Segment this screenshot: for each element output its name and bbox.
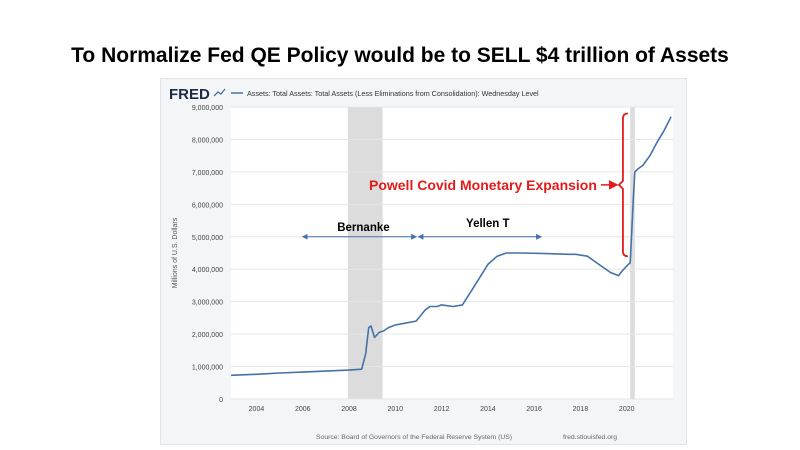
y-tick-label: 8,000,000	[192, 137, 223, 144]
y-tick-label: 4,000,000	[192, 267, 223, 274]
y-tick-label: 6,000,000	[192, 202, 223, 209]
x-tick-label: 2014	[480, 406, 496, 413]
y-tick-label: 9,000,000	[192, 105, 223, 112]
powell-label: Powell Covid Monetary Expansion	[369, 177, 597, 193]
y-tick-label: 3,000,000	[192, 300, 223, 307]
slide-title: To Normalize Fed QE Policy would be to S…	[71, 44, 729, 67]
recession-band-1	[347, 107, 383, 399]
y-tick-label: 1,000,000	[192, 365, 223, 372]
source-note: Source: Board of Governors of the Federa…	[316, 434, 512, 441]
plot-area	[231, 107, 673, 399]
x-tick-label: 2012	[434, 406, 450, 413]
y-axis-label: Millions of U.S. Dollars	[172, 217, 179, 288]
y-tick-label: 7,000,000	[192, 170, 223, 177]
site-url: fred.stlouisfed.org	[563, 434, 617, 441]
bernanke-label: Bernanke	[337, 222, 389, 234]
series-line-total-assets	[230, 116, 672, 377]
x-tick-label: 2008	[341, 406, 357, 413]
x-tick-label: 2004	[249, 406, 265, 413]
x-tick-label: 2006	[295, 406, 311, 413]
y-tick-label: 0	[219, 397, 223, 404]
yellen-label: Yellen T	[466, 218, 509, 230]
y-tick-label: 5,000,000	[192, 235, 223, 242]
recession-band-2	[630, 107, 635, 399]
x-tick-label: 2018	[573, 406, 589, 413]
x-tick-label: 2016	[526, 406, 542, 413]
y-tick-label: 2,000,000	[192, 332, 223, 339]
powell-bracket	[617, 112, 628, 258]
x-tick-label: 2010	[388, 406, 404, 413]
fred-chart: 0 1,000,000 2,000,000 3,000,000 4,000,000 5,0…	[169, 86, 673, 441]
fred-logo: FRED	[169, 86, 210, 103]
x-tick-label: 2020	[619, 406, 635, 413]
fred-logo-graph-icon	[213, 88, 226, 97]
chart-panel: 0 1,000,000 2,000,000 3,000,000 4,000,000 5,0…	[160, 78, 687, 445]
legend-label: Assets: Total Assets: Total Assets (Less…	[247, 89, 539, 98]
